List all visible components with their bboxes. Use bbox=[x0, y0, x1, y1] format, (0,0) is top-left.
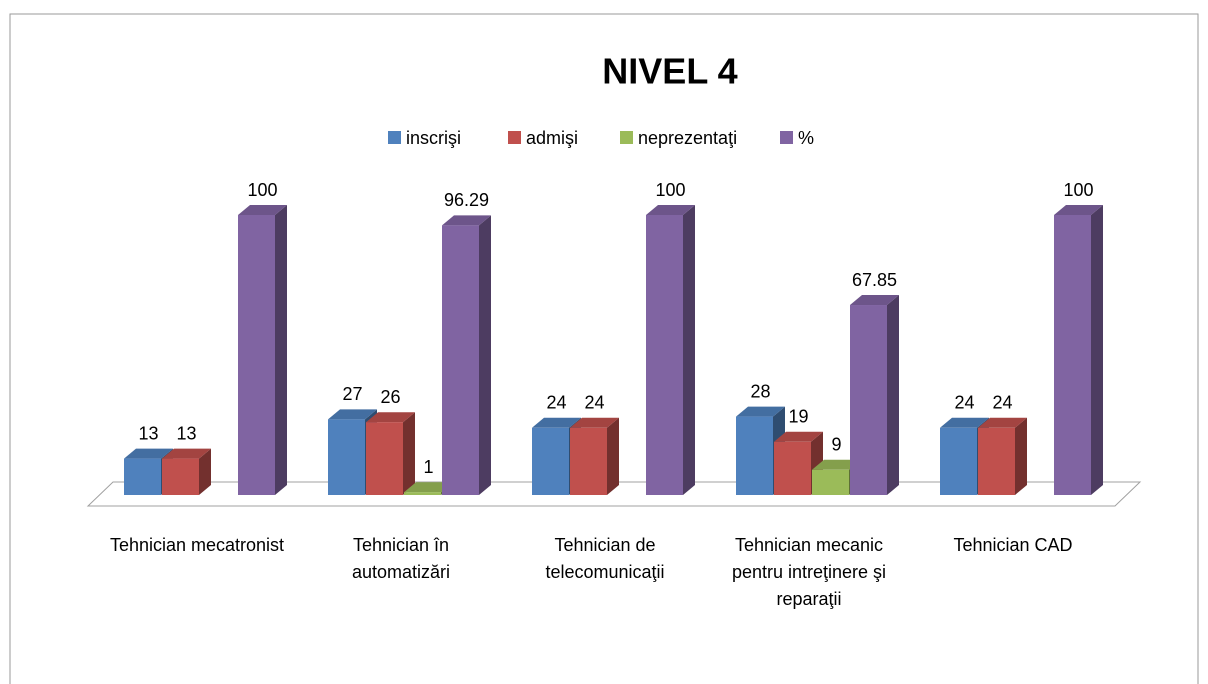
bar-top bbox=[238, 205, 287, 215]
bar bbox=[850, 305, 887, 495]
legend-swatch bbox=[780, 131, 793, 144]
bar bbox=[978, 427, 1015, 495]
value-label: 27 bbox=[342, 384, 362, 404]
bar-top bbox=[570, 417, 619, 428]
legend-label: inscrişi bbox=[406, 128, 461, 148]
bar bbox=[442, 225, 479, 495]
bar-top bbox=[366, 412, 415, 423]
bar-side bbox=[887, 295, 899, 495]
legend-label: % bbox=[798, 128, 814, 148]
bar bbox=[532, 427, 569, 495]
bar-side bbox=[1015, 417, 1027, 495]
value-label: 100 bbox=[247, 180, 277, 200]
legend-swatch bbox=[620, 131, 633, 144]
bar-side bbox=[479, 215, 491, 495]
value-label: 26 bbox=[380, 387, 400, 407]
bar-side bbox=[275, 205, 287, 495]
bar-side bbox=[403, 412, 415, 495]
value-label: 9 bbox=[831, 435, 841, 455]
value-label: 24 bbox=[546, 393, 566, 413]
value-label: 24 bbox=[584, 393, 604, 413]
bar bbox=[238, 215, 275, 495]
bar-top bbox=[736, 406, 785, 417]
chart-title: NIVEL 4 bbox=[602, 51, 737, 92]
bar bbox=[646, 215, 683, 495]
legend-label: admişi bbox=[526, 128, 578, 148]
bar-top bbox=[162, 448, 211, 459]
bar-side bbox=[683, 205, 695, 495]
value-label: 100 bbox=[1063, 180, 1093, 200]
bar-side bbox=[199, 448, 211, 495]
value-label: 19 bbox=[788, 407, 808, 427]
bar bbox=[1054, 215, 1091, 495]
value-label: 28 bbox=[750, 381, 770, 401]
x-tick-label: Tehnician mecatronist bbox=[109, 535, 285, 555]
value-label: 13 bbox=[176, 423, 196, 443]
bar-top bbox=[442, 215, 491, 226]
x-tick-label: Tehnician mecanic pentru intreţinere şi … bbox=[731, 535, 887, 609]
legend-label: neprezentaţi bbox=[638, 128, 737, 148]
bar-top bbox=[812, 459, 861, 470]
bar bbox=[812, 469, 849, 495]
bar-side bbox=[1091, 205, 1103, 495]
bar bbox=[774, 441, 811, 495]
bar bbox=[124, 458, 161, 495]
bar-top bbox=[646, 205, 695, 215]
bar bbox=[404, 492, 441, 495]
x-tick-label: Tehnician CAD bbox=[953, 535, 1073, 555]
bar-top bbox=[532, 417, 581, 428]
bar bbox=[366, 422, 403, 495]
chart-frame bbox=[9, 13, 1199, 684]
bar bbox=[328, 419, 365, 495]
bar-side bbox=[607, 417, 619, 495]
x-tick-label: Tehnician de telecomunicaţii bbox=[545, 535, 665, 582]
value-label: 1 bbox=[423, 457, 433, 477]
legend-swatch bbox=[508, 131, 521, 144]
bar-top bbox=[124, 448, 173, 459]
value-label: 100 bbox=[655, 180, 685, 200]
bar-top bbox=[328, 409, 377, 420]
value-label: 96.29 bbox=[444, 190, 489, 210]
value-label: 67.85 bbox=[852, 270, 897, 290]
bar bbox=[940, 427, 977, 495]
bar bbox=[162, 458, 199, 495]
legend-swatch bbox=[388, 131, 401, 144]
bar bbox=[736, 416, 773, 495]
bar-top bbox=[940, 417, 989, 428]
value-label: 24 bbox=[992, 393, 1012, 413]
x-tick-label: Tehnician în automatizări bbox=[351, 535, 451, 582]
bar-top bbox=[404, 482, 453, 493]
bar-top bbox=[774, 431, 823, 442]
bar-top bbox=[850, 295, 899, 306]
value-label: 13 bbox=[138, 423, 158, 443]
bar-top bbox=[1054, 205, 1103, 215]
bar-top bbox=[978, 417, 1027, 428]
bar bbox=[570, 427, 607, 495]
value-label: 24 bbox=[954, 393, 974, 413]
